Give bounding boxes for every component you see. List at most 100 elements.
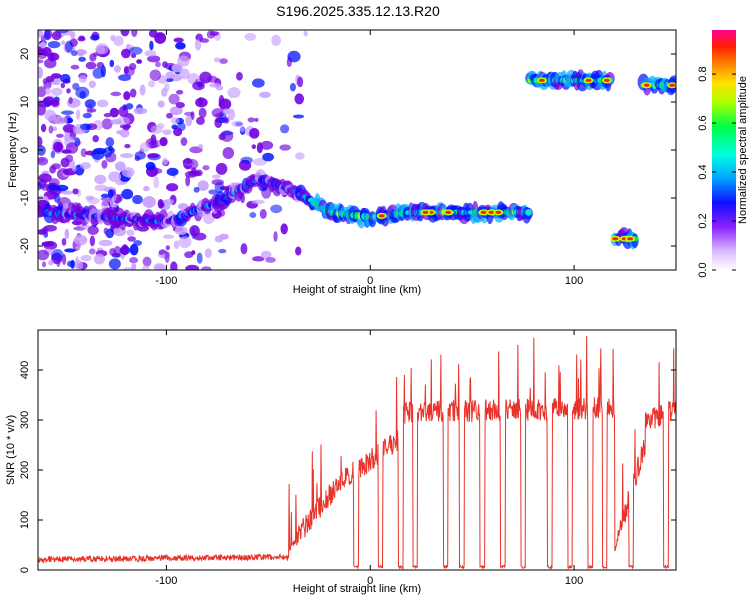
spectrogram-noise-blob [192,81,205,91]
spectrogram-noise-blob [197,180,209,192]
spectrogram-noise-blob [166,112,173,119]
spectrogram-x-label: Height of straight line (km) [293,284,421,296]
spectrogram-peak [538,78,545,82]
spectrogram-noise-blob [121,188,134,200]
spectrogram-noise-blob [147,55,161,63]
spectrogram-noise-blob [157,198,164,209]
spectrogram-noise-blob [191,250,196,255]
spectrogram-noise-blob [93,253,105,265]
spectrogram-noise-blob [259,91,271,99]
x-tick-label: 100 [565,275,583,287]
spectrogram-noise-blob [119,128,130,138]
spectrogram-noise-blob [116,130,123,135]
spectrogram-noise-blob [43,240,58,250]
y-tick-label: 200 [19,461,31,479]
spectrogram-noise-blob [123,91,131,101]
spectrogram-noise-blob [129,88,137,98]
y-tick-label: -20 [19,238,31,254]
y-tick-label: 10 [19,96,31,108]
spectrogram-noise-blob [60,82,66,89]
spectrogram-noise-blob [173,127,183,137]
spectrogram-peak [480,210,487,214]
spectrogram-noise-blob [86,108,97,113]
spectrogram-noise-blob [161,87,168,97]
spectrogram-noise-blob [64,40,74,53]
spectrogram-x-axis: -100 0 100 [155,30,583,287]
spectrogram-noise-blob [70,259,75,269]
spectrogram-noise-blob [125,103,134,110]
spectrogram-noise-blob [215,162,228,175]
spectrogram-noise-blob [139,142,151,153]
spectrogram-noise-blob [121,48,131,59]
spectrogram-noise-blob [103,227,109,235]
y-tick-label: 100 [19,511,31,529]
spectrogram-noise-blob [280,124,290,134]
x-tick-label: -100 [155,575,177,587]
spectrogram-noise-blob [175,42,186,50]
spectrogram-noise-blob [177,203,189,210]
spectrogram-noise-blob [213,57,221,63]
spectrogram-noise-blob [118,106,129,118]
spectrogram-noise-blob [101,118,113,130]
spectrogram-noise-blob [141,264,150,270]
spectrogram-noise-blob [88,248,96,255]
spectrogram-noise-blob [122,267,134,270]
spectrogram-noise-blob [219,233,229,240]
spectrogram-noise-blob [153,176,160,189]
spectrogram-noise-blob [162,129,172,136]
spectrogram-noise-blob [220,131,234,136]
spectrogram-noise-blob [252,158,267,166]
spectrogram-noise-blob [144,50,157,57]
spectrogram-noise-blob [78,75,88,83]
spectrogram-noise-blob [251,144,257,150]
spectrogram-noise-blob [196,252,203,264]
spectrogram-noise-blob [133,240,143,246]
spectrogram-noise-blob [64,248,76,253]
spectrogram-noise-blob [38,229,47,235]
spectrogram-noise-blob [142,256,152,267]
spectrogram-noise-blob [202,165,210,171]
y-tick-label: -10 [19,190,31,206]
spectrogram-noise-blob [44,109,57,122]
spectrogram-noise-blob [38,86,47,98]
spectrogram-noise-blob [185,115,193,127]
spectrogram-noise-blob [170,261,178,270]
spectrogram-noise-blob [48,184,57,191]
spectrogram-noise-blob [101,200,109,210]
spectrogram-noise-blob [65,117,74,124]
spectrogram-noise-blob [175,89,184,95]
x-tick-label: 100 [565,575,583,587]
spectrogram-noise-blob [74,259,84,270]
spectrogram-noise-blob [165,71,176,79]
spectrogram-noise-blob [196,116,205,125]
spectrogram-noise-blob [105,137,115,148]
spectrogram-noise-blob [75,245,81,250]
spectrogram-noise-blob [71,165,77,172]
spectrogram-noise-blob [249,127,260,139]
spectrogram-peak [495,210,502,214]
spectrogram-noise-blob [69,31,76,39]
snr-frame [37,329,677,571]
spectrogram-noise-blob [129,46,143,55]
spectrogram-noise-blob [184,111,194,117]
spectrogram-noise-blob [164,251,170,263]
spectrogram-noise-blob [155,33,163,39]
spectrogram-noise-blob [159,136,168,147]
spectrogram-noise-blob [55,133,64,138]
spectrogram-noise-blob [193,186,200,193]
y-tick-label: 20 [19,48,31,60]
snr-series-line [38,336,676,570]
spectrogram-noise-blob [133,107,148,115]
spectrogram-noise-blob [214,113,224,118]
spectrogram-noise-blob [204,248,212,259]
spectrogram-noise-blob [108,171,122,183]
spectrogram-noise-blob [108,258,121,270]
spectrogram-noise-blob [294,93,304,105]
spectrogram-noise-blob [85,61,97,70]
spectrogram-noise-blob [201,266,212,270]
spectrogram-noise-blob [166,167,179,176]
spectrogram-noise-blob [59,73,71,83]
spectrogram-noise-blob [42,96,55,106]
